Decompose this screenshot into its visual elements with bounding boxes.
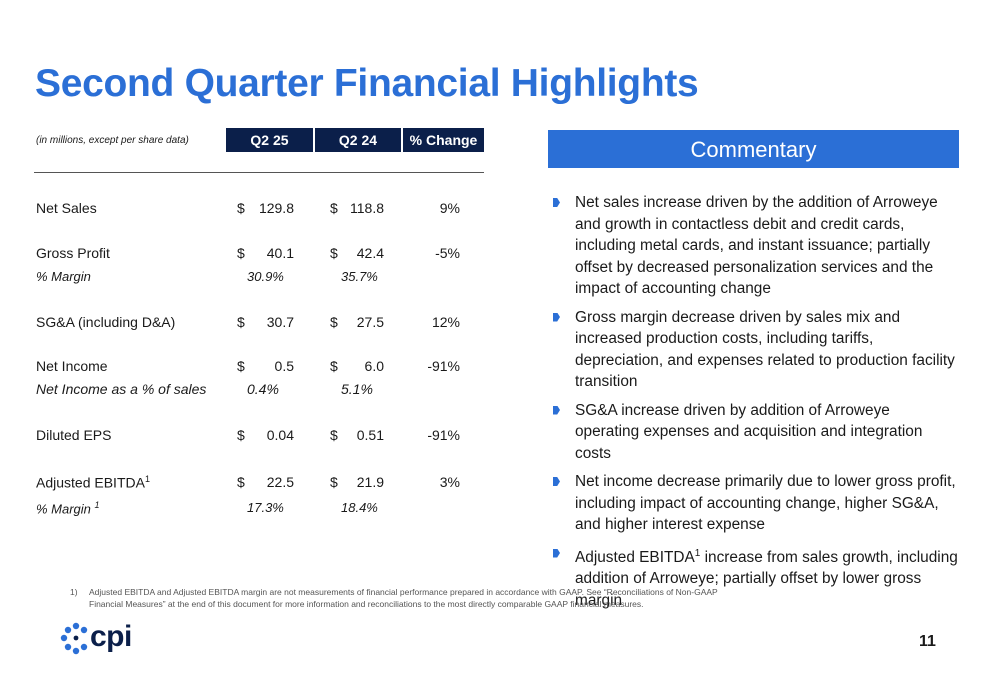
column-header-change: % Change	[403, 128, 484, 152]
table-row-gross-profit: Gross Profit $ 40.1 $ 42.4 -5%	[34, 245, 484, 265]
row-label: Gross Profit	[36, 245, 110, 261]
row-label: SG&A (including D&A)	[36, 314, 176, 330]
table-subrow-gross-margin: % Margin 30.9% 35.7%	[34, 269, 484, 287]
subrow-label: Net Income as a % of sales	[36, 381, 207, 397]
bullet-icon	[553, 198, 560, 207]
column-header-q2-25: Q2 25	[226, 128, 313, 152]
list-item: Adjusted EBITDA1 increase from sales gro…	[553, 543, 958, 612]
bullet-icon	[553, 312, 560, 322]
currency-symbol: $	[237, 358, 245, 374]
value-change: 9%	[439, 200, 460, 216]
row-label: Diluted EPS	[36, 427, 112, 443]
table-subrow-net-income-pct: Net Income as a % of sales 0.4% 5.1%	[34, 381, 484, 399]
value-change: 3%	[439, 474, 460, 490]
bullet-icon	[553, 477, 560, 486]
value-q2-24: 27.5	[356, 314, 384, 330]
footnote-text: Adjusted EBITDA and Adjusted EBITDA marg…	[89, 587, 718, 609]
bullet-icon	[553, 405, 560, 415]
value-q2-25: 40.1	[266, 245, 294, 261]
currency-symbol: $	[330, 314, 338, 330]
value-q2-25: 0.5	[274, 358, 294, 374]
list-item: Net sales increase driven by the additio…	[553, 192, 958, 300]
value-q2-25: 0.04	[266, 427, 294, 443]
page-title: Second Quarter Financial Highlights	[35, 62, 699, 105]
table-subrow-ebitda-margin: % Margin 1 17.3% 18.4%	[34, 500, 484, 518]
table-row-adjusted-ebitda: Adjusted EBITDA1 $ 22.5 $ 21.9 3%	[34, 474, 484, 494]
table-row-net-income: Net Income $ 0.5 $ 6.0 -91%	[34, 358, 484, 378]
page-number: 11	[919, 633, 936, 650]
cpi-logo-icon	[60, 622, 88, 655]
list-item: Net income decrease primarily due to low…	[553, 471, 958, 536]
value-q2-24: 118.8	[350, 200, 384, 216]
subvalue-q2-24: 35.7%	[341, 269, 378, 284]
bullet-icon	[553, 548, 560, 558]
subvalue-q2-25: 17.3%	[247, 500, 284, 515]
currency-symbol: $	[237, 427, 245, 443]
row-label: Adjusted EBITDA1	[36, 474, 150, 491]
value-q2-24: 6.0	[364, 358, 384, 374]
value-change: -91%	[427, 427, 460, 443]
value-q2-24: 21.9	[356, 474, 384, 490]
currency-symbol: $	[330, 474, 338, 490]
table-row-net-sales: Net Sales $ 129.8 $ 118.8 9%	[34, 200, 484, 220]
commentary-list: Net sales increase driven by the additio…	[553, 192, 958, 618]
value-change: 12%	[431, 314, 460, 330]
subvalue-q2-25: 0.4%	[247, 381, 279, 397]
footnote-marker: 1	[694, 547, 701, 559]
footnote-marker: 1	[144, 474, 150, 484]
row-label: Net Sales	[36, 200, 97, 216]
header-divider	[34, 172, 484, 173]
column-header-q2-24: Q2 24	[315, 128, 401, 152]
value-q2-25: 30.7	[266, 314, 294, 330]
value-q2-25: 129.8	[258, 200, 294, 216]
footnote-number: 1)	[70, 587, 78, 597]
subvalue-q2-24: 18.4%	[341, 500, 378, 515]
value-q2-24: 0.51	[356, 427, 384, 443]
subvalue-q2-25: 30.9%	[247, 269, 284, 284]
units-note: (in millions, except per share data)	[36, 135, 189, 146]
logo-wordmark: cpi	[90, 620, 132, 653]
currency-symbol: $	[330, 358, 338, 374]
subrow-label: % Margin	[36, 269, 91, 284]
list-item: SG&A increase driven by addition of Arro…	[553, 400, 958, 465]
currency-symbol: $	[330, 245, 338, 261]
currency-symbol: $	[237, 474, 245, 490]
list-item: Gross margin decrease driven by sales mi…	[553, 307, 958, 393]
subrow-label: % Margin 1	[36, 500, 100, 517]
table-row-sga: SG&A (including D&A) $ 30.7 $ 27.5 12%	[34, 314, 484, 334]
value-q2-25: 22.5	[266, 474, 294, 490]
currency-symbol: $	[237, 245, 245, 261]
row-label: Net Income	[36, 358, 108, 374]
currency-symbol: $	[330, 200, 338, 216]
table-row-diluted-eps: Diluted EPS $ 0.04 $ 0.51 -91%	[34, 427, 484, 447]
commentary-heading: Commentary	[548, 130, 959, 168]
subvalue-q2-24: 5.1%	[341, 381, 373, 397]
currency-symbol: $	[237, 200, 245, 216]
value-change: -5%	[435, 245, 460, 261]
currency-symbol: $	[237, 314, 245, 330]
value-change: -91%	[427, 358, 460, 374]
value-q2-24: 42.4	[356, 245, 384, 261]
footnote-marker: 1	[94, 500, 100, 510]
currency-symbol: $	[330, 427, 338, 443]
